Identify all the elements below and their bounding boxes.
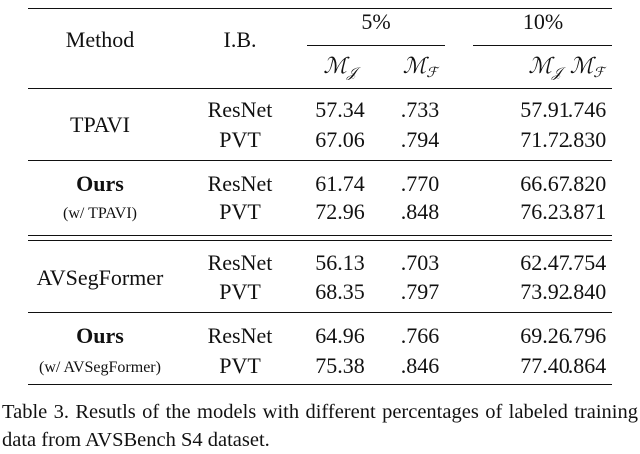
metric-header: ℳ𝒥 [528,55,561,81]
method-note: (w/ AVSegFormer) [39,359,161,376]
metric-symbol: ℳ [402,53,427,78]
cell-value: .864 [567,353,607,378]
bottom-rule [28,384,612,385]
backbone: PVT [219,279,261,304]
cell-value: .703 [400,250,440,275]
backbone: PVT [219,127,261,152]
cell-value: .794 [400,127,440,152]
row-rule [28,312,612,313]
cell-value: 61.74 [315,171,365,196]
cell-value: 56.13 [315,250,365,275]
cell-value: 57.34 [315,97,365,122]
cell-value: 75.38 [315,353,365,378]
backbone: PVT [219,353,261,378]
cell-value: 77.40 [520,353,570,378]
metric-subscript: 𝒥 [346,66,357,81]
double-rule [28,240,612,241]
cell-value: 64.96 [315,323,365,348]
metric-header: ℳℱ [403,55,438,81]
cell-value: .766 [400,323,440,348]
backbone: ResNet [207,97,273,122]
cell-value: .840 [567,279,607,304]
cell-value: .733 [400,97,440,122]
metric-subscript: 𝒥 [551,66,562,81]
cell-value: 72.96 [315,199,365,224]
backbone: PVT [219,199,261,224]
metric-symbol: ℳ [569,53,594,78]
cell-value: .830 [567,127,607,152]
cell-value: 67.06 [315,127,365,152]
cell-value: .746 [567,97,607,122]
backbone: ResNet [207,250,273,275]
group-header: 5% [361,9,391,34]
double-rule [28,235,612,236]
cell-value: .848 [400,199,440,224]
method-name: TPAVI [70,112,130,137]
cell-value: 69.26 [520,323,570,348]
metric-subscript: ℱ [426,66,438,81]
cell-value: .796 [567,323,607,348]
cell-value: 66.67 [520,171,570,196]
cell-value: 62.47 [520,250,570,275]
cell-value: .770 [400,171,440,196]
top-rule [28,8,612,9]
cell-value: 73.92 [520,279,570,304]
metric-header: ℳ𝒥 [323,55,356,81]
metric-symbol: ℳ [528,53,552,78]
header-rule [28,88,612,89]
cell-value: 71.72 [520,127,570,152]
cell-value: 76.23 [520,199,570,224]
metric-subscript: ℱ [593,66,605,81]
method-header: Method [65,27,135,52]
method-name: Ours [76,323,124,348]
cell-value: 57.91 [520,97,570,122]
cell-value: .846 [400,353,440,378]
caption: Table 3. Resutls of the models with diff… [2,401,638,451]
backbone: ResNet [207,171,273,196]
backbone: ResNet [207,323,273,348]
metric-header: ℳℱ [570,55,605,81]
cell-value: .820 [567,171,607,196]
cell-value: .797 [400,279,440,304]
cell-value: .754 [567,250,607,275]
cell-value: .871 [567,199,607,224]
group-rule [473,45,612,46]
method-name: Ours [76,171,124,196]
group-header: 10% [522,9,564,34]
method-note: (w/ TPAVI) [63,205,137,222]
metric-symbol: ℳ [323,53,347,78]
cell-value: 68.35 [315,279,365,304]
ib-header: I.B. [223,27,257,52]
row-rule [28,160,612,161]
group-rule [307,45,445,46]
method-name: AVSegFormer [36,264,164,290]
